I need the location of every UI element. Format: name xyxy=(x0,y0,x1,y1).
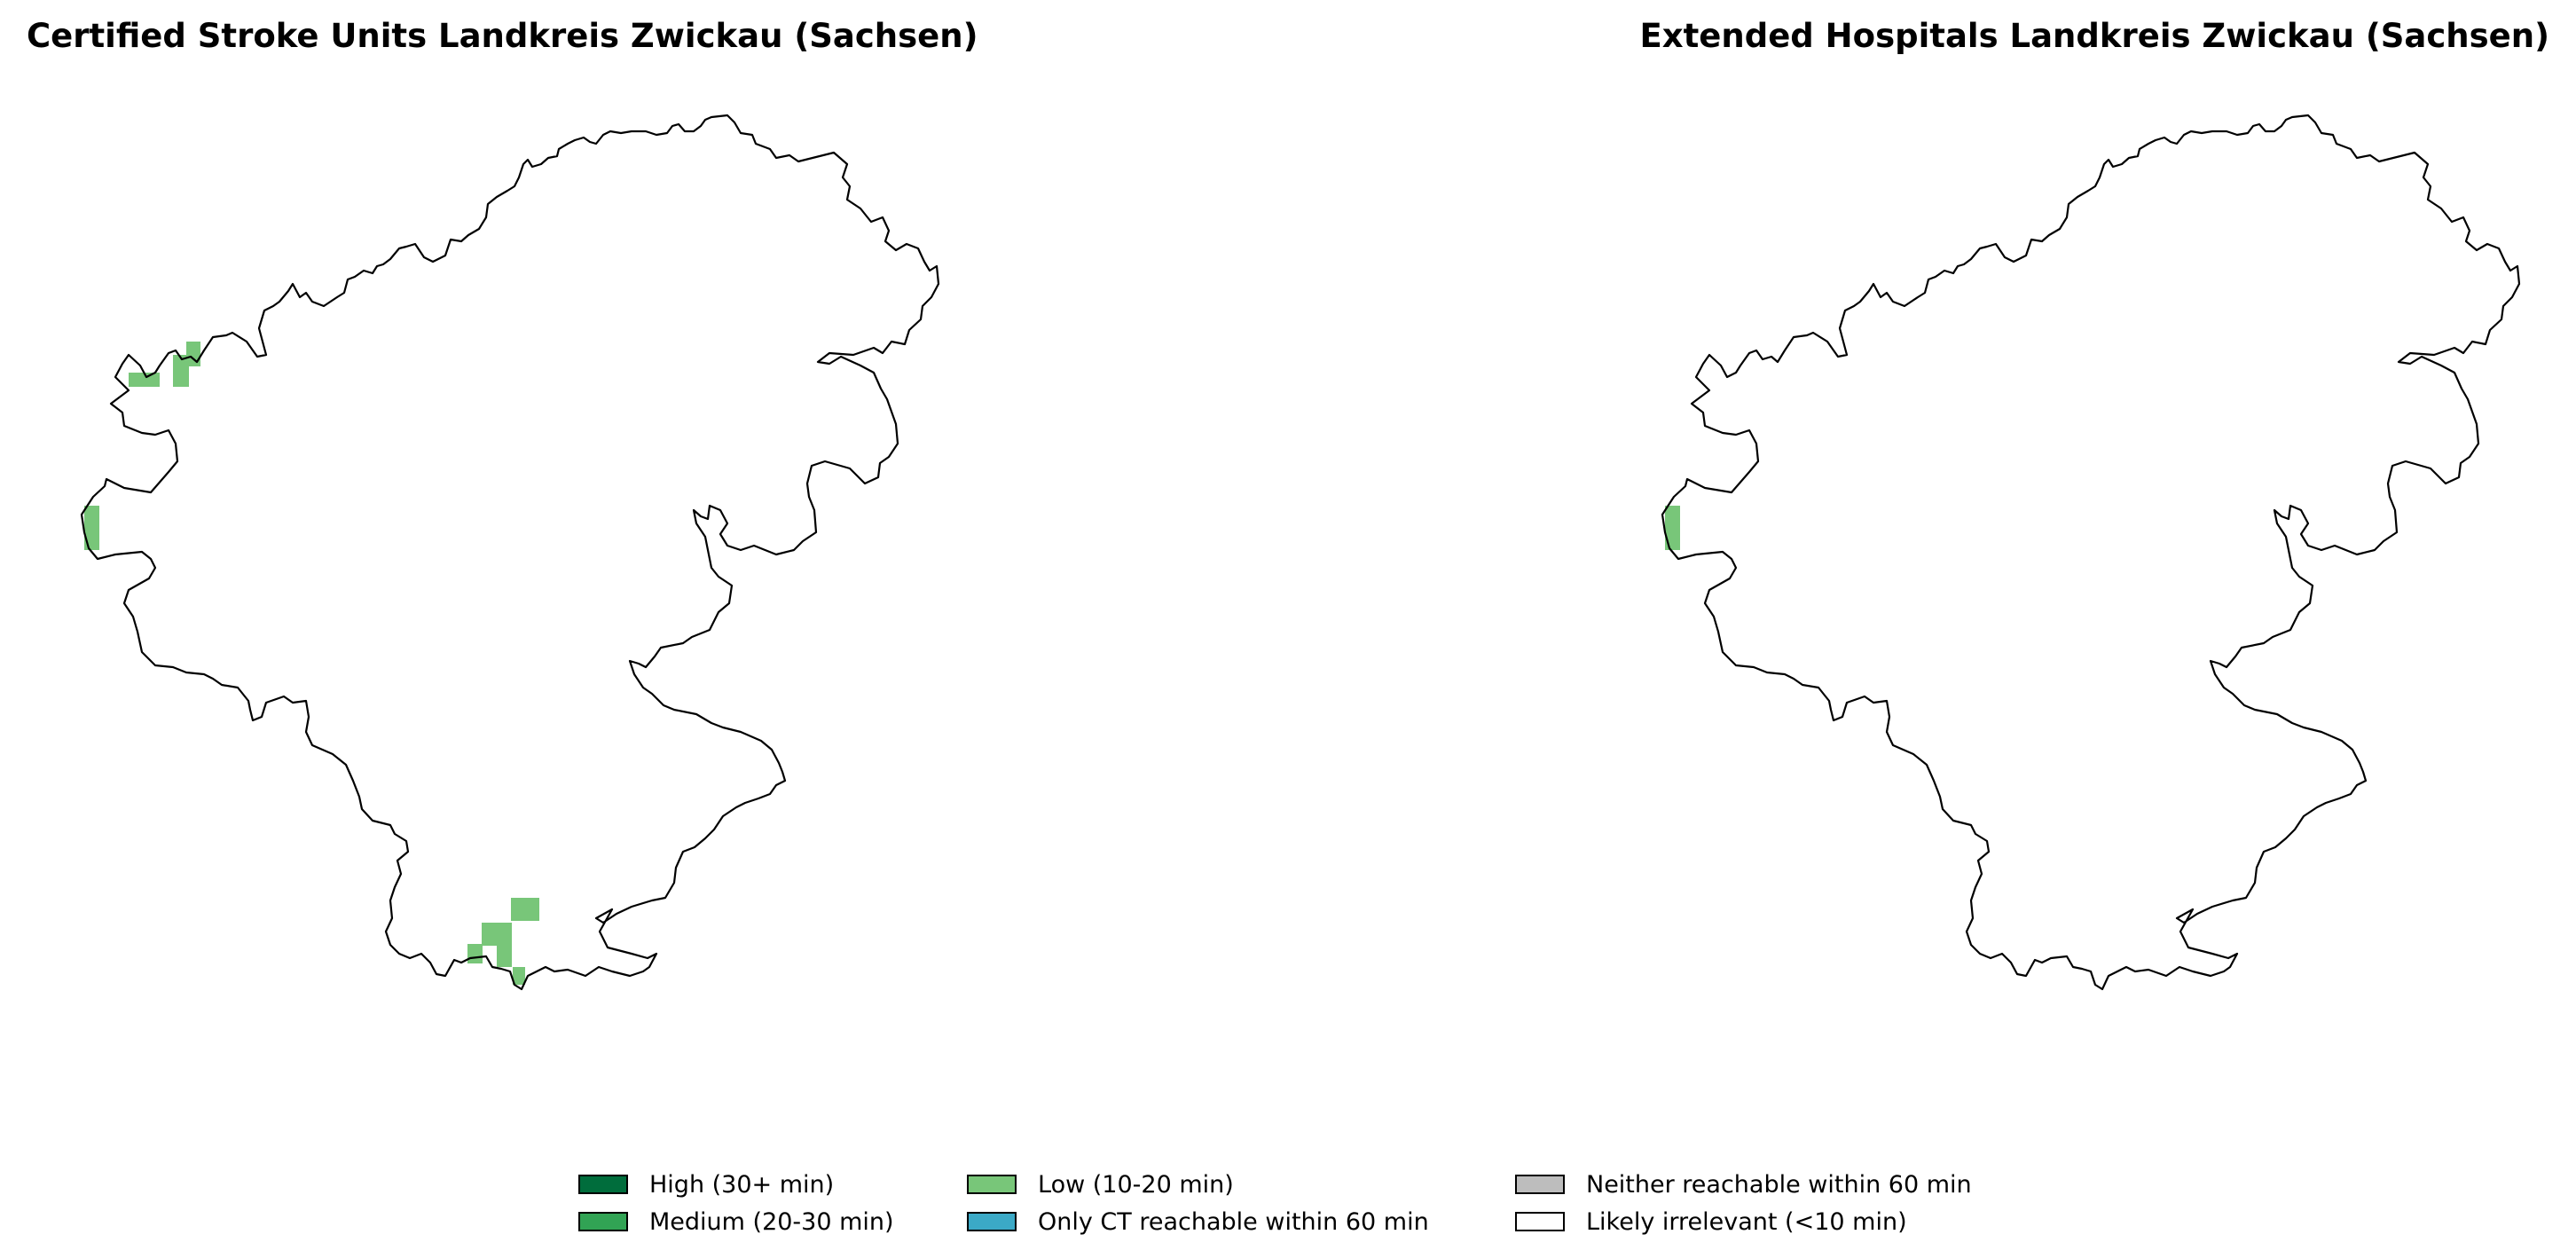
map-right xyxy=(1662,115,2519,989)
legend-label: Low (10-20 min) xyxy=(1038,1171,1234,1199)
legend-swatch-medium xyxy=(578,1212,628,1231)
low-access-cell xyxy=(511,898,539,921)
map-left xyxy=(82,115,939,989)
legend-label: Only CT reachable within 60 min xyxy=(1038,1208,1429,1236)
legend-swatch-high xyxy=(578,1175,628,1194)
legend-item-high: High (30+ min) xyxy=(578,1169,834,1199)
legend-swatch-neither xyxy=(1515,1175,1565,1194)
legend-label: Medium (20-30 min) xyxy=(649,1208,894,1236)
district-boundary xyxy=(82,115,939,989)
low-access-cell xyxy=(497,940,512,967)
legend-item-irrelevant: Likely irrelevant (<10 min) xyxy=(1515,1207,1907,1237)
legend-swatch-low xyxy=(967,1175,1017,1194)
legend-item-neither: Neither reachable within 60 min xyxy=(1515,1169,1972,1199)
legend-item-only-ct: Only CT reachable within 60 min xyxy=(967,1207,1429,1237)
legend-item-medium: Medium (20-30 min) xyxy=(578,1207,894,1237)
legend-swatch-irrelevant xyxy=(1515,1212,1565,1231)
legend: High (30+ min) Medium (20-30 min) Low (1… xyxy=(578,1169,2051,1240)
legend-label: Neither reachable within 60 min xyxy=(1586,1171,1972,1199)
legend-item-low: Low (10-20 min) xyxy=(967,1169,1234,1199)
low-access-cell xyxy=(467,944,483,963)
legend-swatch-only-ct xyxy=(967,1212,1017,1231)
low-access-cell xyxy=(186,342,200,366)
legend-label: Likely irrelevant (<10 min) xyxy=(1586,1208,1907,1236)
district-boundary xyxy=(1662,115,2519,989)
legend-label: High (30+ min) xyxy=(649,1171,834,1199)
